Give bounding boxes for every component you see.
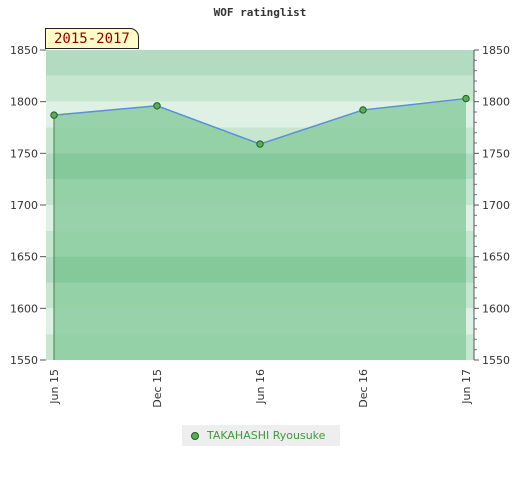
x-tick-label: Jun 16 (254, 369, 267, 405)
y-tick-label-right: 1750 (482, 147, 510, 160)
y-tick-label-left: 1750 (10, 147, 38, 160)
period-badge: 2015-2017 (45, 28, 139, 49)
grid-band-shade (54, 153, 466, 180)
y-tick-label-left: 1600 (10, 302, 38, 315)
y-tick-label-right: 1550 (482, 354, 510, 367)
chart-title: WOF ratinglist (213, 6, 307, 19)
y-tick-label-right: 1600 (482, 302, 510, 315)
grid-band (46, 75, 474, 102)
y-tick-label-right: 1800 (482, 96, 510, 109)
data-point (50, 111, 58, 119)
x-tick-label: Dec 16 (357, 369, 370, 408)
x-tick-label: Dec 15 (151, 369, 164, 408)
y-tick-label-right: 1650 (482, 251, 510, 264)
grid-band (46, 50, 474, 76)
y-tick-label-right: 1700 (482, 199, 510, 212)
x-tick-label: Jun 17 (460, 369, 473, 405)
data-point (153, 102, 161, 110)
x-tick-label: Jun 15 (48, 369, 61, 405)
y-tick-label-right: 1850 (482, 44, 510, 57)
y-tick-label-left: 1850 (10, 44, 38, 57)
data-point (256, 140, 264, 148)
legend-marker (191, 432, 199, 440)
legend: TAKAHASHI Ryousuke (182, 425, 340, 446)
data-point (462, 94, 470, 103)
y-tick-label-left: 1700 (10, 199, 38, 212)
y-tick-label-left: 1650 (10, 251, 38, 264)
legend-label: TAKAHASHI Ryousuke (207, 429, 326, 442)
y-tick-label-left: 1550 (10, 354, 38, 367)
grid-band-shade (54, 256, 466, 283)
data-point (359, 106, 367, 114)
y-tick-label-left: 1800 (10, 96, 38, 109)
series-area (54, 98, 466, 361)
